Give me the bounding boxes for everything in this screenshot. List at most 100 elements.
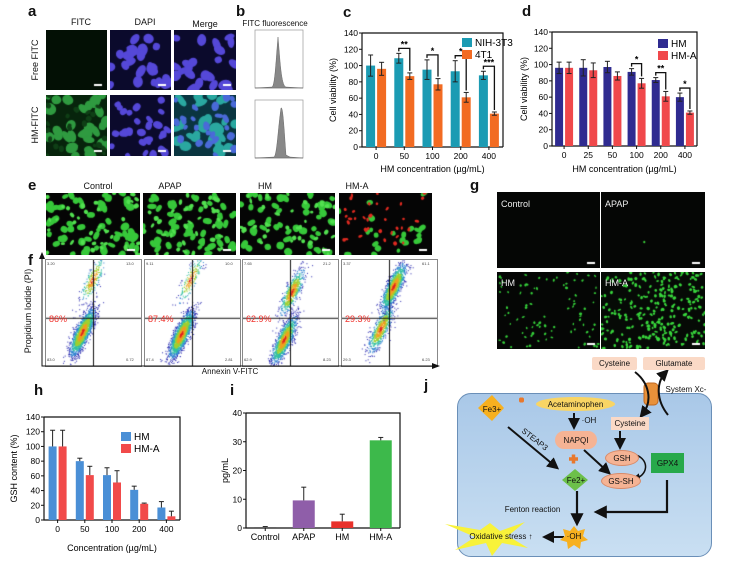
y-tick-label: 40 xyxy=(539,108,549,118)
bar xyxy=(661,96,670,146)
live-cell-percentage: 29.3% xyxy=(345,314,371,324)
cysteine-extracellular: Cysteine xyxy=(592,357,637,370)
ros-image-apap xyxy=(601,192,705,268)
y-tick-label: 140 xyxy=(344,28,358,38)
significance-label: ** xyxy=(401,39,409,49)
x-tick-label: 200 xyxy=(454,151,468,161)
significance-bracket xyxy=(454,55,467,91)
g-label-control: Control xyxy=(501,199,531,209)
legend-swatch xyxy=(658,39,668,48)
legend-label: 4T1 xyxy=(475,50,493,61)
chart-h: 0 20 40 60 80 100 120 140 GSH content (%) Concent… xyxy=(9,412,181,553)
cysteine-intracellular: Cysteine xyxy=(611,417,649,430)
panel-label-f: f xyxy=(28,252,33,269)
bar xyxy=(478,75,488,147)
legend-label: NIH-3T3 xyxy=(475,38,513,49)
bar xyxy=(140,503,149,520)
y-tick-label: 60 xyxy=(349,93,359,103)
x-tick-label: 0 xyxy=(55,524,60,534)
oxidative-stress-burst xyxy=(445,522,528,556)
fe3-label: Fe3+ xyxy=(482,404,502,414)
y-tick-label: 20 xyxy=(31,500,41,510)
y-tick-label: 40 xyxy=(31,486,41,496)
live-dead-image-hm-a xyxy=(339,193,432,255)
quadrant-ul-value: 7.65 xyxy=(244,261,252,266)
bar xyxy=(675,97,684,146)
bar xyxy=(489,113,499,147)
y-tick-label: 100 xyxy=(534,60,548,70)
x-tick-label: Control xyxy=(251,532,280,542)
histogram-hm-fitc xyxy=(254,99,304,159)
y-tick-label: 10 xyxy=(233,494,243,504)
chart-c: 0 20 40 60 80 100 120 140 Cell viability (%) HM c… xyxy=(328,28,513,174)
y-tick-label: 20 xyxy=(233,466,243,476)
significance-bracket xyxy=(655,71,667,90)
live-cell-percentage: 62.9% xyxy=(246,314,272,324)
flow-x-axis-label: Annexin V-FITC xyxy=(201,367,259,376)
bar xyxy=(579,67,588,146)
bar xyxy=(613,75,622,146)
x-tick-label: HM xyxy=(335,532,349,542)
legend-label: HM-A xyxy=(671,51,697,62)
ros-image-hm-a xyxy=(601,272,705,349)
chart-d: 0 20 40 60 80 100 120 140 Cell viability (%) HM c… xyxy=(519,27,698,174)
flow-plot xyxy=(341,259,438,367)
chart-i: 0 10 20 30 40 pg/mL Control APAP HM HM-A xyxy=(220,408,401,542)
fe3-diamond xyxy=(478,395,504,421)
g-label-hm-a: HM-A xyxy=(605,278,628,288)
y-tick-label: 30 xyxy=(233,437,243,447)
panel-label-h: h xyxy=(34,382,44,399)
y-tick-label: 40 xyxy=(349,109,359,119)
legend-swatch xyxy=(658,51,668,60)
y-tick-label: 0 xyxy=(35,515,40,525)
quadrant-ll-value: 83.0 xyxy=(47,357,55,362)
panel-label-i: i xyxy=(230,382,235,399)
y-tick-label: 20 xyxy=(349,126,359,136)
ros-image-control xyxy=(497,192,600,268)
y-tick-label: 0 xyxy=(353,142,358,152)
bar xyxy=(555,67,564,146)
y-axis-label: Cell viability (%) xyxy=(328,58,338,122)
live-dead-image-apap xyxy=(143,193,236,255)
oh-label: ·OH xyxy=(581,415,597,425)
y-tick-label: 40 xyxy=(233,408,243,418)
y-tick-label: 120 xyxy=(26,427,40,437)
legend-swatch xyxy=(462,38,472,47)
bar xyxy=(627,71,636,146)
micrograph-free-fitc-fitc xyxy=(46,30,107,90)
quadrant-lr-value: 2.81 xyxy=(225,357,233,362)
g-label-apap: APAP xyxy=(605,199,629,209)
gs-sh-ellipse: GS-SH xyxy=(601,473,641,489)
significance-bracket xyxy=(630,62,643,77)
y-axis-label: GSH content (%) xyxy=(9,434,19,502)
x-tick-label: 25 xyxy=(584,150,594,160)
live-dead-image-control xyxy=(46,193,140,255)
quadrant-ll-value: 29.3 xyxy=(343,357,351,362)
significance-bracket xyxy=(482,65,496,110)
x-axis-label: Concentration (µg/mL) xyxy=(67,543,157,553)
x-tick-label: 50 xyxy=(400,151,410,161)
bar xyxy=(366,65,376,147)
x-tick-label: 200 xyxy=(654,150,668,160)
oh-star xyxy=(560,526,588,549)
fe2-diamond xyxy=(562,469,588,491)
bar xyxy=(113,482,121,520)
micrograph-hm-fitc-dapi xyxy=(110,95,171,156)
bar xyxy=(167,516,176,520)
x-axis-label: HM concentration (µg/mL) xyxy=(572,164,676,174)
bar xyxy=(369,440,392,528)
legend-swatch xyxy=(462,50,472,59)
quadrant-ul-value: 3.37 xyxy=(343,261,351,266)
quadrant-lr-value: 6.23 xyxy=(422,357,430,362)
legend-label: HM xyxy=(134,432,150,443)
diagram-arrows xyxy=(445,369,669,556)
live-cell-percentage: 86% xyxy=(49,314,68,324)
fenton-reaction-label: Fenton reaction xyxy=(504,504,561,514)
bar xyxy=(75,461,84,520)
legend-swatch xyxy=(121,444,131,453)
y-tick-label: 20 xyxy=(539,125,549,135)
flow-plot xyxy=(144,259,241,367)
significance-label: ** xyxy=(657,64,665,74)
micrograph-free-fitc-merge xyxy=(174,30,236,90)
bar xyxy=(685,112,694,146)
